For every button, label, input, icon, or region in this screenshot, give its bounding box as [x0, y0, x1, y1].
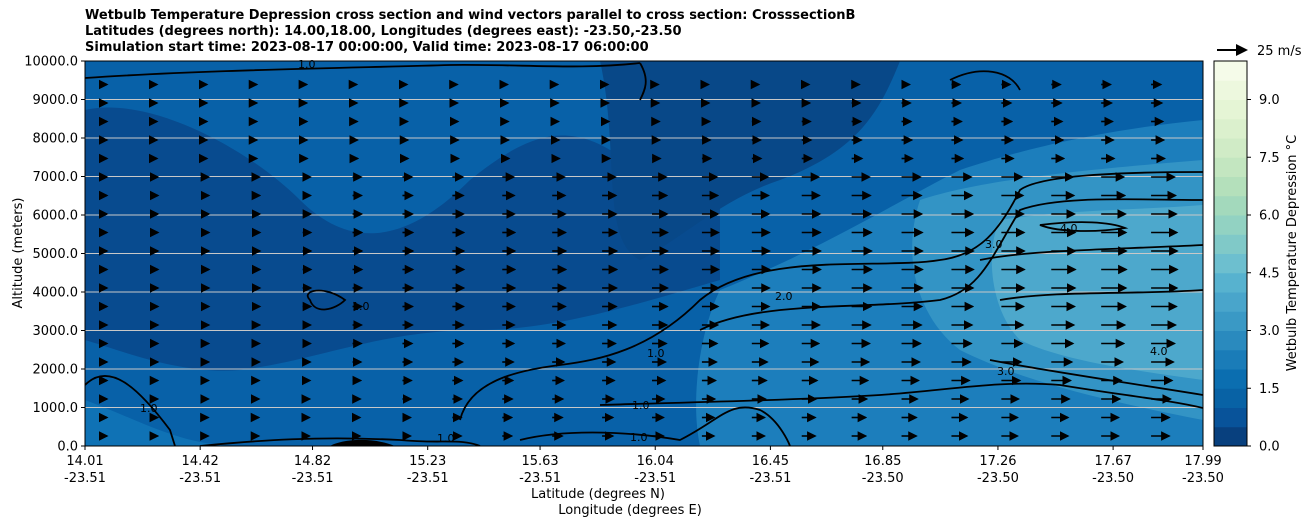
colorbar-segment: [1214, 157, 1247, 177]
contour-label: 1.0: [140, 402, 158, 415]
x-tick-label-lon: -23.51: [749, 471, 791, 486]
y-tick-label: 10000.0: [24, 55, 78, 70]
x-tick-label-lon: -23.50: [1092, 471, 1134, 486]
x-tick-label-lat: 14.42: [182, 454, 219, 469]
x-tick-label-lat: 16.04: [637, 454, 674, 469]
x-tick-label-lon: -23.51: [179, 471, 221, 486]
colorbar-segment: [1214, 407, 1247, 428]
x-tick-label-lon: -23.51: [634, 471, 676, 486]
y-tick-label: 5000.0: [33, 247, 79, 262]
x-tick-label-lon: -23.51: [64, 471, 106, 486]
colorbar-segment: [1214, 61, 1247, 81]
x-tick-label-lat: 17.67: [1095, 454, 1132, 469]
contour-label: 1.0: [298, 58, 316, 71]
colorbar-segment: [1214, 292, 1247, 312]
colorbar-ticks: 0.0 1.5 3.0 4.5 6.0 7.5 9.0: [1247, 93, 1280, 455]
colorbar-segment: [1214, 80, 1247, 100]
quiver-key-label: 25 m/s: [1257, 44, 1302, 59]
colorbar-tick-label: 7.5: [1259, 151, 1280, 166]
contour-label: 4.0: [1150, 345, 1168, 358]
colorbar-tick-label: 0.0: [1259, 440, 1280, 455]
colorbar-segment: [1214, 99, 1247, 120]
chart-title-line-2: Latitudes (degrees north): 14.00,18.00, …: [85, 24, 682, 39]
x-tick-label-lat: 15.63: [521, 454, 558, 469]
x-tick-label-lon: -23.51: [292, 471, 334, 486]
y-tick-label: 9000.0: [33, 93, 79, 108]
contour-line: [989, 359, 1203, 396]
x-tick-label-lat: 14.82: [294, 454, 331, 469]
colorbar-segment: [1214, 195, 1247, 216]
colorbar-label: Wetbulb Temperature Depression °C: [1285, 135, 1300, 372]
x-tick-label-lon: -23.50: [1182, 471, 1224, 486]
contour-line: [85, 374, 176, 446]
terrain-blob: [330, 439, 395, 446]
y-tick-label: 3000.0: [33, 324, 79, 339]
contour-line: [949, 70, 1021, 91]
colorbar-segment: [1214, 138, 1247, 158]
colorbar-tick-label: 6.0: [1259, 209, 1280, 224]
colorbar: [1214, 61, 1247, 447]
y-tick-label: 4000.0: [33, 286, 79, 301]
contour-label: 1.0: [647, 347, 665, 360]
chart-title-line-3: Simulation start time: 2023-08-17 00:00:…: [85, 40, 649, 55]
contour-line: [199, 437, 481, 446]
colorbar-tick-label: 1.5: [1259, 382, 1280, 397]
colorbar-tick-label: 4.5: [1259, 266, 1280, 281]
contour-line: [599, 382, 1203, 409]
x-tick-label-lat: 16.85: [864, 454, 901, 469]
wind-vector-layer: [99, 79, 1179, 441]
x-tick-label-lat: 14.01: [66, 454, 103, 469]
colorbar-tick-label: 3.0: [1259, 324, 1280, 339]
y-tick-label: 2000.0: [33, 363, 79, 378]
colorbar-segment: [1214, 388, 1247, 408]
colorbar-tick-label: 9.0: [1259, 93, 1280, 108]
colorbar-segment: [1214, 215, 1247, 235]
y-tick-label: 6000.0: [33, 209, 79, 224]
colorbar-segment: [1214, 311, 1247, 331]
colorbar-segment: [1214, 118, 1247, 139]
x-tick-label-lat: 17.26: [979, 454, 1016, 469]
colorbar-segment: [1214, 369, 1247, 389]
x-tick-label-lat: 17.99: [1184, 454, 1221, 469]
x-tick-label-lon: -23.50: [862, 471, 904, 486]
depression-field-dark-region-upper: [600, 61, 900, 260]
colorbar-frame: [1213, 60, 1248, 447]
depression-field-surface-left: [85, 400, 240, 446]
x-axis-label-longitude: Longitude (degrees E): [558, 503, 702, 518]
contour-line: [639, 62, 647, 101]
quiver-key: 25 m/s: [1217, 44, 1302, 59]
contour-label: 1.0: [437, 432, 455, 445]
colorbar-segment: [1214, 330, 1247, 351]
contour-label: 1.0: [632, 399, 650, 412]
x-tick-label-lon: -23.50: [977, 471, 1019, 486]
colorbar-segment: [1214, 176, 1247, 197]
y-tick-label: 1000.0: [33, 401, 79, 416]
x-axis: 14.01 -23.51 14.42 -23.51 14.82 -23.51 15.23 -2…: [64, 446, 1224, 486]
chart-title-line-1: Wetbulb Temperature Depression cross sec…: [85, 8, 856, 23]
y-tick-label: 7000.0: [33, 170, 79, 185]
y-tick-label: 0.0: [57, 440, 78, 455]
colorbar-segment: [1214, 234, 1247, 254]
y-tick-label: 8000.0: [33, 132, 79, 147]
contour-label: 2.0: [775, 290, 793, 303]
colorbar-segment: [1214, 349, 1247, 370]
colorbar-segment: [1214, 253, 1247, 274]
contour-line: [307, 289, 347, 311]
x-axis-label-latitude: Latitude (degrees N): [531, 487, 665, 502]
x-tick-label-lon: -23.51: [407, 471, 449, 486]
contour-label: 3.0: [997, 365, 1015, 378]
contour-label: 1.0: [630, 431, 648, 444]
contour-line: [699, 198, 1203, 331]
colorbar-segment: [1214, 272, 1247, 293]
colorbar-segment: [1214, 426, 1247, 447]
contour-line: [519, 406, 791, 446]
x-tick-label-lon: -23.51: [519, 471, 561, 486]
contour-label: 3.0: [985, 238, 1003, 251]
contour-line: [85, 62, 641, 79]
y-axis-label: Altitude (meters): [11, 198, 26, 309]
y-axis: 0.0 1000.0 2000.0 3000.0 4000.0 5000.0 6000.0 7…: [24, 55, 85, 455]
x-tick-label-lat: 15.23: [409, 454, 446, 469]
x-tick-label-lat: 16.45: [752, 454, 789, 469]
